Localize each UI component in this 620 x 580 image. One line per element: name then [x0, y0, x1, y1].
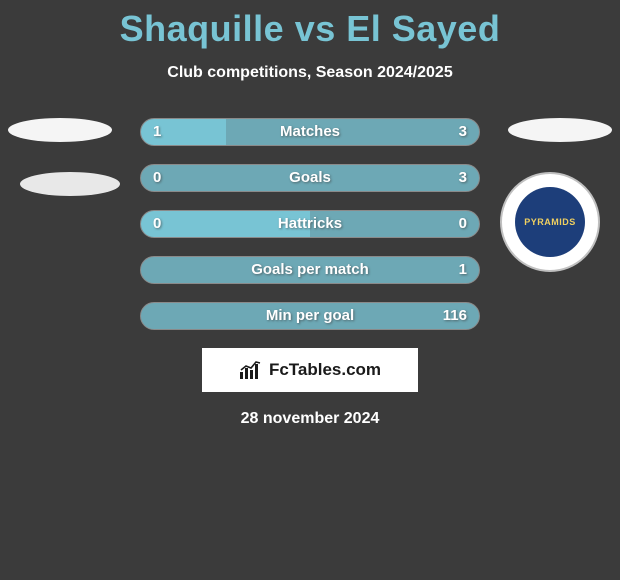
bar-value-right: 3	[459, 165, 467, 191]
bar-value-left: 0	[153, 211, 161, 237]
bar-label: Min per goal	[141, 303, 479, 329]
brand-text: FcTables.com	[269, 360, 381, 380]
page-title: Shaquille vs El Sayed	[0, 0, 620, 50]
comparison-chart: PYRAMIDS Matches13Goals03Hattricks00Goal…	[0, 118, 620, 330]
stat-bar-row: Hattricks0 0	[140, 210, 480, 238]
bar-label: Goals per match	[141, 257, 479, 283]
player-left-avatar-2	[20, 172, 120, 196]
stat-bar-row: Min per goal116	[140, 302, 480, 330]
brand-box: FcTables.com	[202, 348, 418, 392]
stat-bar-row: Goals0 3	[140, 164, 480, 192]
stat-bar-row: Matches1 3	[140, 118, 480, 146]
player-right-avatar-1	[508, 118, 612, 142]
bar-value-left: 0	[153, 165, 161, 191]
bar-value-right: 0	[459, 211, 467, 237]
bar-value-left: 1	[153, 119, 161, 145]
subtitle: Club competitions, Season 2024/2025	[0, 64, 620, 82]
date-text: 28 november 2024	[0, 410, 620, 428]
player-left-avatar-1	[8, 118, 112, 142]
brand-chart-icon	[239, 360, 263, 380]
bar-value-right: 1	[459, 257, 467, 283]
stat-bars: Matches13Goals03Hattricks00Goals per mat…	[140, 118, 480, 330]
bar-value-right: 3	[459, 119, 467, 145]
stat-bar-row: Goals per match1	[140, 256, 480, 284]
bar-label: Hattricks	[141, 211, 479, 237]
bar-value-right: 116	[443, 303, 467, 329]
club-badge-text: PYRAMIDS	[524, 217, 576, 227]
bar-label: Goals	[141, 165, 479, 191]
club-badge-inner: PYRAMIDS	[515, 187, 585, 257]
bar-label: Matches	[141, 119, 479, 145]
club-badge-right: PYRAMIDS	[500, 172, 600, 272]
